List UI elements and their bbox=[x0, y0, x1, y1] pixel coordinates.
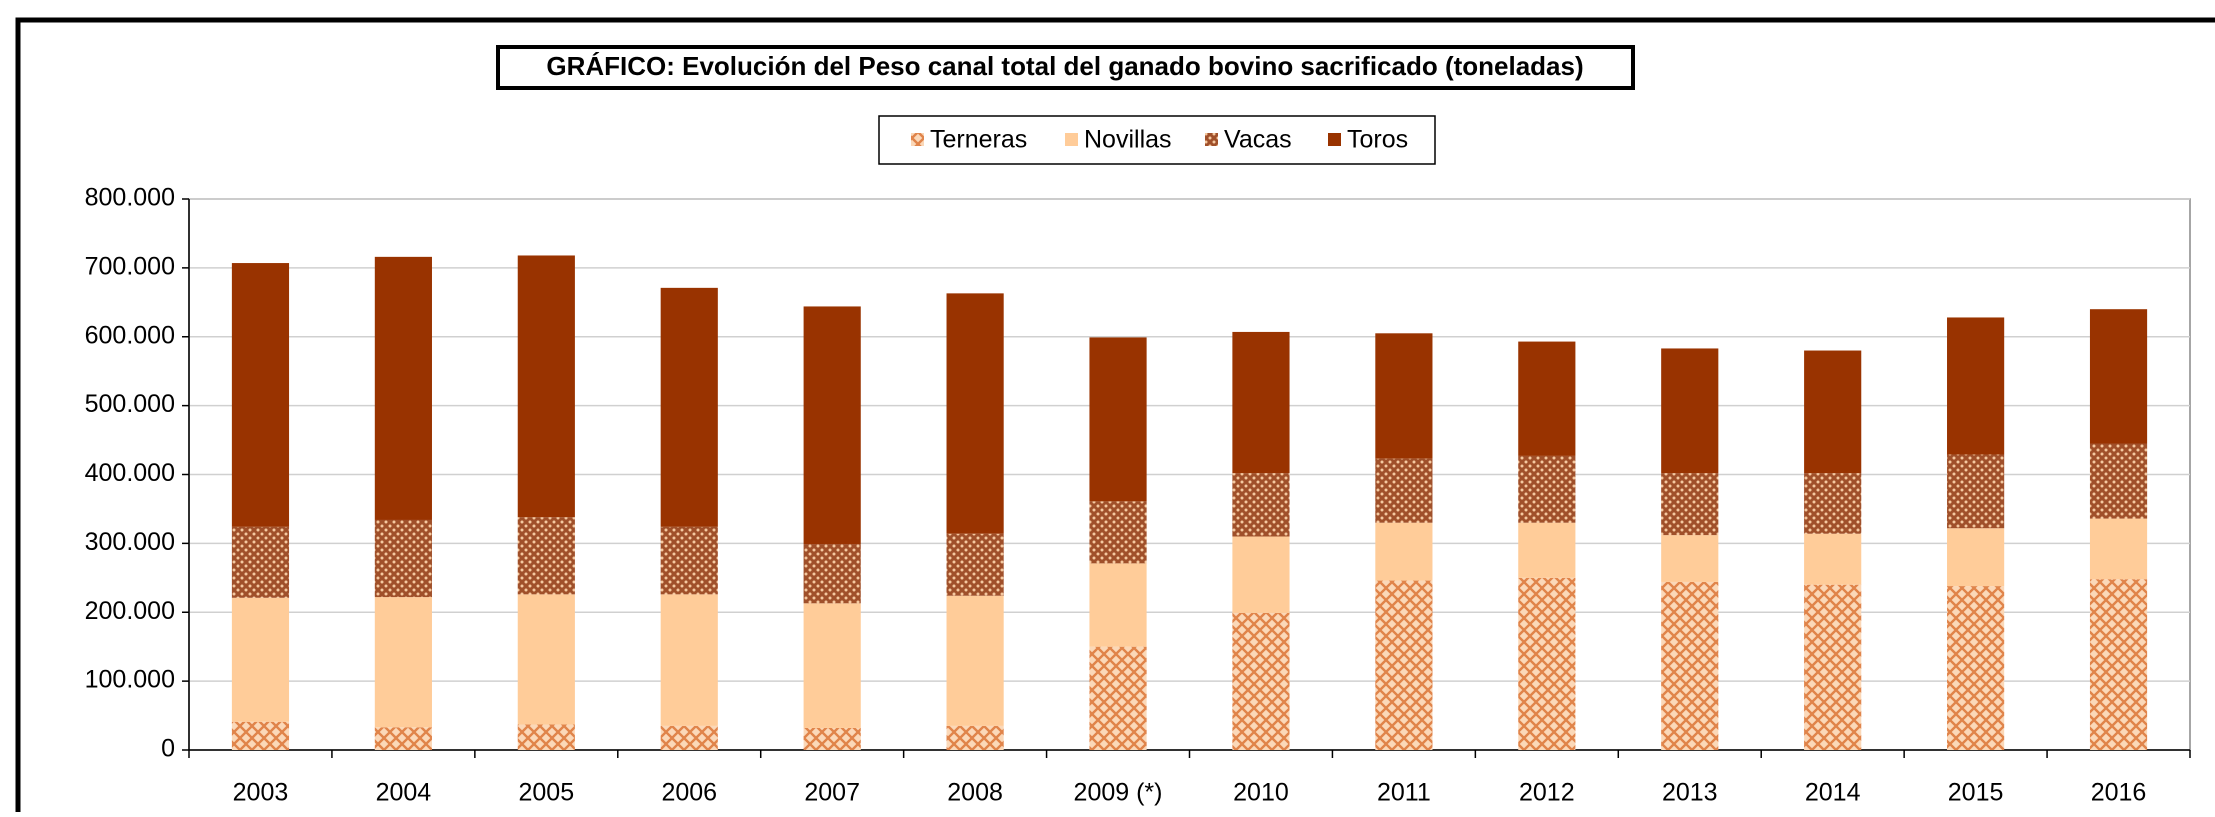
bar-segment bbox=[1947, 454, 2005, 529]
bar-segment bbox=[1232, 612, 1290, 750]
x-tick-label: 2014 bbox=[1805, 779, 1861, 807]
bar-segment bbox=[660, 287, 718, 527]
bar-segment bbox=[1947, 586, 2005, 750]
bar-segment bbox=[2089, 443, 2148, 519]
bar-segment bbox=[803, 544, 861, 604]
legend-swatch bbox=[1328, 133, 1341, 146]
bar-segment bbox=[946, 293, 1004, 534]
bar-segment bbox=[374, 727, 432, 750]
bar-segment bbox=[1089, 563, 1147, 647]
bar-segment bbox=[374, 597, 432, 728]
bar-segment bbox=[1518, 577, 1576, 750]
bar-segment bbox=[1232, 331, 1290, 474]
chart-title: GRÁFICO: Evolución del Peso canal total … bbox=[546, 51, 1583, 81]
bar-segment bbox=[1804, 350, 1862, 474]
bar-segment bbox=[517, 517, 575, 595]
legend-label: Vacas bbox=[1224, 126, 1292, 154]
bar-segment bbox=[2089, 579, 2148, 750]
legend-swatch bbox=[1205, 133, 1218, 146]
bar-segment bbox=[1947, 317, 2005, 455]
bar-segment bbox=[374, 256, 432, 520]
legend-label: Terneras bbox=[930, 126, 1027, 154]
bar-segment bbox=[1661, 581, 1719, 750]
bar-segment bbox=[517, 255, 575, 518]
bar-segment bbox=[1947, 528, 2005, 587]
bar-segment bbox=[1089, 337, 1147, 502]
bar-segment bbox=[660, 594, 718, 726]
bar-segment bbox=[1232, 473, 1290, 537]
bar-segment bbox=[803, 306, 861, 545]
y-tick-label: 800.000 bbox=[85, 184, 175, 212]
bar-segment bbox=[374, 519, 432, 598]
y-tick-label: 200.000 bbox=[85, 597, 175, 625]
frame bbox=[15, 17, 2215, 812]
bar-segment bbox=[1375, 333, 1433, 459]
bar-segment bbox=[1661, 348, 1719, 474]
legend-swatch bbox=[911, 133, 924, 146]
bar-segment bbox=[1232, 536, 1290, 613]
x-tick-label: 2012 bbox=[1519, 779, 1575, 807]
x-tick-label: 2010 bbox=[1233, 779, 1289, 807]
bar-segment bbox=[660, 526, 718, 595]
bar-segment bbox=[231, 526, 290, 598]
bar-segment bbox=[1089, 501, 1147, 564]
bar-segment bbox=[1804, 533, 1862, 585]
x-tick-label: 2016 bbox=[2091, 779, 2147, 807]
y-tick-label: 400.000 bbox=[85, 459, 175, 487]
x-tick-label: 2006 bbox=[661, 779, 717, 807]
bar-segment bbox=[1518, 522, 1576, 578]
x-tick-label: 2004 bbox=[376, 779, 432, 807]
bar-segment bbox=[1661, 535, 1719, 582]
legend-swatch bbox=[1065, 133, 1078, 146]
bar-segment bbox=[660, 725, 718, 750]
x-tick-label: 2015 bbox=[1948, 779, 2004, 807]
bar-segment bbox=[517, 594, 575, 725]
bar-segment bbox=[231, 263, 290, 527]
bar-segment bbox=[1089, 646, 1147, 750]
y-tick-label: 100.000 bbox=[85, 666, 175, 694]
bar-segment bbox=[517, 724, 575, 750]
bar-segment bbox=[1375, 522, 1433, 581]
bar-segment bbox=[1804, 473, 1862, 534]
title-box bbox=[496, 45, 1635, 90]
legend-box bbox=[878, 115, 1436, 165]
bar-segment bbox=[1375, 580, 1433, 750]
y-tick-label: 300.000 bbox=[85, 528, 175, 556]
x-tick-label: 2007 bbox=[804, 779, 860, 807]
y-tick-label: 0 bbox=[161, 735, 175, 763]
x-tick-label: 2003 bbox=[233, 779, 289, 807]
bar-segment bbox=[946, 533, 1004, 596]
x-tick-label: 2009 (*) bbox=[1074, 779, 1163, 807]
y-tick-label: 700.000 bbox=[85, 252, 175, 280]
bar-segment bbox=[1804, 584, 1862, 750]
x-tick-label: 2008 bbox=[947, 779, 1003, 807]
y-tick-label: 500.000 bbox=[85, 390, 175, 418]
x-tick-label: 2005 bbox=[519, 779, 575, 807]
bar-segment bbox=[2089, 518, 2148, 580]
bar-segment bbox=[946, 725, 1004, 750]
legend-label: Toros bbox=[1347, 126, 1408, 154]
y-tick-label: 600.000 bbox=[85, 321, 175, 349]
bar-segment bbox=[2089, 309, 2148, 444]
bar-segment bbox=[803, 727, 861, 750]
bar-segment bbox=[1661, 473, 1719, 536]
x-tick-label: 2013 bbox=[1662, 779, 1718, 807]
x-tick-label: 2011 bbox=[1377, 779, 1431, 807]
bar-segment bbox=[1518, 341, 1576, 456]
bar-segment bbox=[231, 721, 290, 750]
bar-segment bbox=[803, 603, 861, 728]
bar-segment bbox=[946, 595, 1004, 726]
bar-segment bbox=[231, 597, 290, 722]
bar-segment bbox=[1375, 458, 1433, 523]
bar-segment bbox=[1518, 455, 1576, 523]
legend-label: Novillas bbox=[1084, 126, 1172, 154]
